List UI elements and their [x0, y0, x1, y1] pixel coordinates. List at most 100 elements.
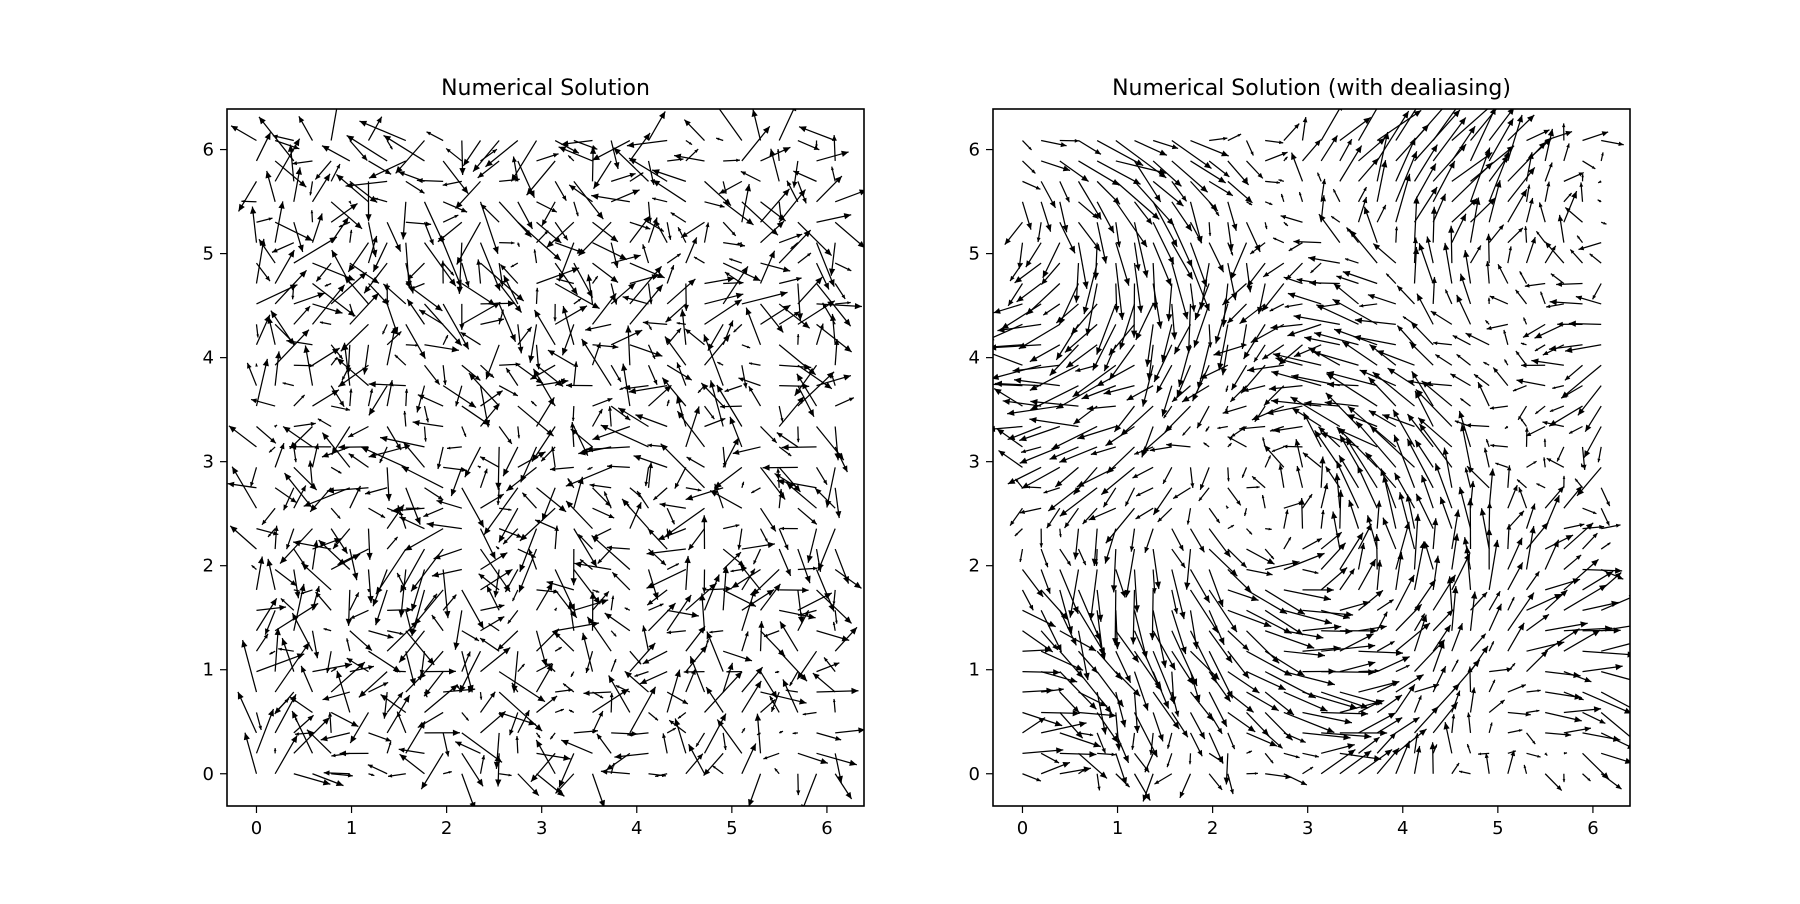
quiver-arrowhead	[736, 242, 739, 245]
y-tick-label: 0	[969, 764, 980, 785]
quiver-arrowhead	[677, 362, 682, 368]
quiver-arrowhead	[843, 576, 849, 584]
quiver-arrowhead	[758, 621, 764, 628]
quiver-arrow	[630, 266, 662, 304]
quiver-arrowhead	[1448, 226, 1454, 233]
quiver-arrowhead	[1574, 716, 1582, 722]
quiver-arrowhead	[1627, 651, 1634, 657]
quiver-arrowhead	[1368, 669, 1375, 675]
quiver-arrowhead	[1369, 344, 1376, 351]
quiver-arrowhead	[1540, 292, 1543, 295]
y-tick-label: 3	[203, 452, 214, 473]
quiver-arrowhead	[1015, 276, 1022, 283]
quiver-arrowhead	[1046, 587, 1051, 593]
quiver-arrowhead	[384, 135, 392, 141]
quiver-arrowhead	[286, 339, 292, 344]
quiver-arrowhead	[755, 681, 761, 689]
quiver-arrowhead	[1345, 258, 1348, 261]
quiver-arrowhead	[1068, 610, 1074, 617]
quiver-arrowhead	[725, 389, 729, 392]
quiver-arrowhead	[1227, 478, 1230, 481]
quiver-arrowhead	[726, 670, 729, 673]
quiver-arrowhead	[386, 494, 392, 501]
quiver-arrowhead	[296, 167, 302, 174]
quiver-arrowhead	[792, 181, 797, 187]
quiver-arrowhead	[1544, 752, 1547, 755]
quiver-arrowhead	[1486, 234, 1492, 241]
quiver-arrowhead	[713, 100, 720, 108]
quiver-arrowhead	[348, 200, 351, 203]
quiver-arrowhead	[1562, 123, 1565, 127]
quiver-arrowhead	[1431, 145, 1437, 153]
quiver-arrow	[1419, 424, 1451, 468]
quiver-arrowhead	[298, 245, 304, 252]
quiver-arrowhead	[518, 347, 524, 354]
quiver-arrowhead	[1247, 366, 1254, 372]
quiver-arrowhead	[400, 232, 406, 239]
quiver-arrowhead	[452, 346, 459, 352]
quiver-arrowhead	[1171, 332, 1177, 339]
quiver-arrowhead	[1288, 292, 1296, 298]
x-tick-label: 0	[1017, 818, 1028, 839]
quiver-arrowhead	[1466, 423, 1471, 428]
quiver-arrowhead	[607, 398, 612, 402]
quiver-arrowhead	[597, 212, 604, 219]
quiver-arrowhead	[667, 400, 670, 403]
quiver-arrowhead	[1578, 408, 1585, 415]
quiver-arrowhead	[1331, 511, 1337, 518]
quiver-arrowhead	[290, 497, 296, 502]
quiver-arrowhead	[694, 406, 700, 414]
quiver-arrowhead	[1060, 510, 1067, 517]
quiver-arrowhead	[424, 438, 427, 441]
y-tick-label: 0	[203, 764, 214, 785]
quiver-arrowhead	[250, 482, 254, 487]
quiver-arrowhead	[1213, 350, 1221, 356]
quiver-arrowhead	[1529, 526, 1535, 533]
quiver-arrowhead	[1412, 371, 1418, 379]
quiver-arrowhead	[461, 186, 468, 193]
quiver-arrowhead	[844, 345, 851, 352]
quiver-arrowhead	[770, 525, 776, 532]
quiver-arrowhead	[1179, 612, 1185, 620]
quiver-arrowhead	[369, 408, 375, 416]
quiver-arrowhead	[1336, 276, 1342, 280]
quiver-arrowhead	[1416, 675, 1424, 681]
quiver-arrowhead	[1458, 487, 1464, 495]
quiver-arrow	[1134, 712, 1157, 757]
quiver-arrowhead	[1167, 764, 1170, 768]
quiver-arrowhead	[660, 502, 666, 507]
quiver-arrow	[1246, 610, 1291, 633]
quiver-arrowhead	[808, 613, 815, 619]
quiver-arrowhead	[1142, 270, 1148, 278]
quiver-arrowhead	[743, 383, 748, 388]
quiver-arrowhead	[968, 380, 975, 386]
quiver-arrow	[331, 102, 338, 140]
quiver-arrowhead	[674, 154, 681, 160]
quiver-arrowhead	[1443, 448, 1449, 455]
quiver-arrowhead	[1355, 146, 1361, 154]
quiver-arrow	[713, 100, 742, 141]
quiver-arrowhead	[1431, 187, 1437, 195]
quiver-arrowhead	[349, 389, 352, 393]
quiver-arrow	[1508, 142, 1546, 182]
quiver-arrowhead	[655, 351, 663, 357]
quiver-arrowhead	[459, 324, 464, 330]
quiver-arrowhead	[517, 243, 520, 246]
quiver-arrowhead	[988, 426, 995, 432]
quiver-arrowhead	[1542, 421, 1547, 425]
quiver-arrowhead	[415, 517, 421, 525]
quiver-arrowhead	[295, 732, 299, 735]
quiver-arrowhead	[499, 604, 505, 609]
quiver-arrowhead	[1189, 761, 1192, 764]
quiver-arrowhead	[1579, 182, 1583, 186]
quiver-arrowhead	[1144, 547, 1149, 553]
quiver-arrowhead	[1640, 621, 1647, 627]
quiver-arrow	[761, 692, 807, 703]
quiver-arrowhead	[229, 426, 236, 433]
quiver-arrowhead	[1368, 294, 1375, 300]
quiver-arrowhead	[371, 250, 377, 257]
quiver-arrowhead	[835, 511, 841, 518]
quiver-arrowhead	[590, 592, 596, 599]
quiver-arrowhead	[375, 618, 381, 626]
quiver-arrowhead	[1585, 726, 1591, 731]
